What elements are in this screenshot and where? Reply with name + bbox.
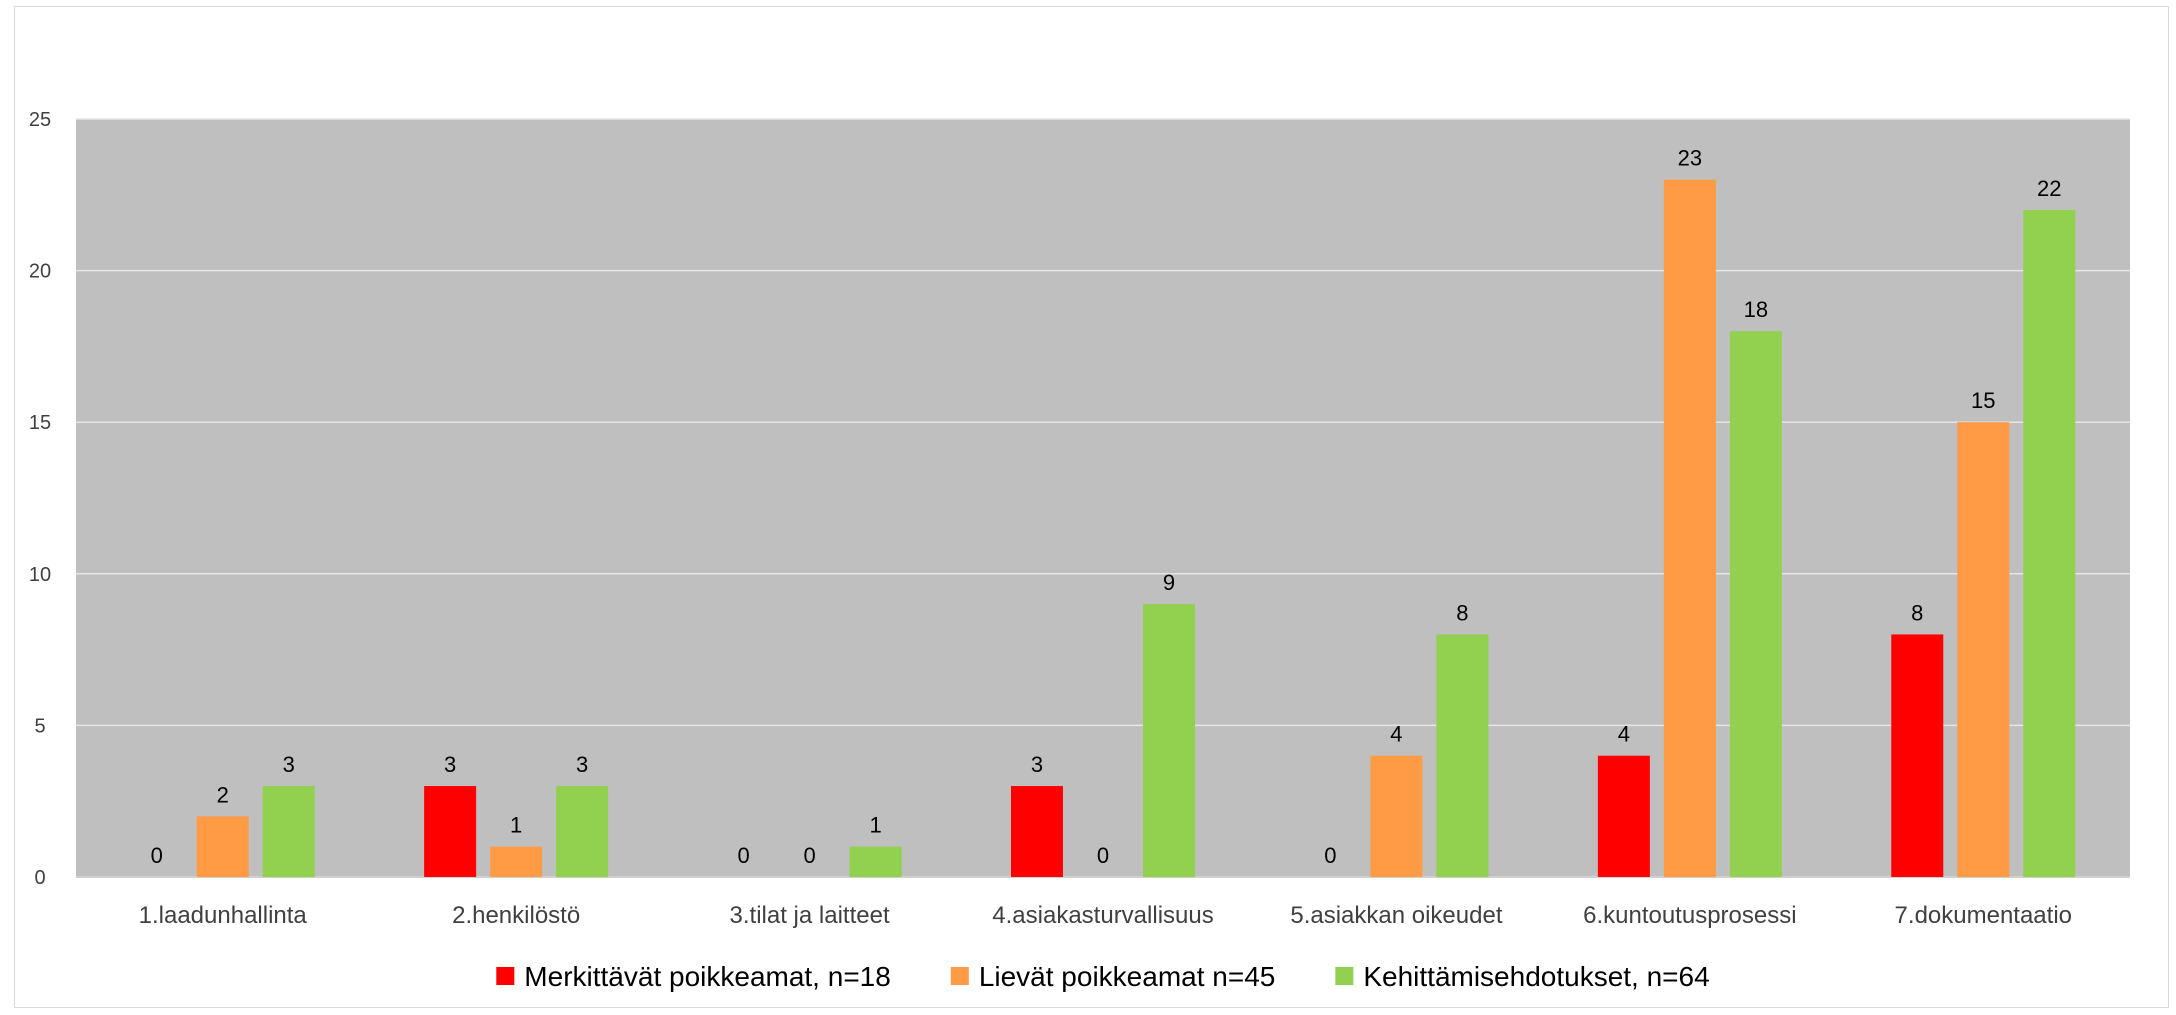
data-label: 8 bbox=[1456, 600, 1468, 625]
x-category-label: 2.henkilöstö bbox=[452, 902, 580, 929]
legend-swatch bbox=[496, 967, 515, 985]
data-label: 0 bbox=[1097, 843, 1109, 868]
data-label: 3 bbox=[283, 752, 295, 777]
data-label: 4 bbox=[1618, 722, 1630, 747]
y-tick-label: 25 bbox=[29, 109, 51, 131]
data-label: 0 bbox=[737, 843, 749, 868]
bar bbox=[424, 786, 477, 877]
legend-label: Kehittämisehdotukset, n=64 bbox=[1363, 961, 1709, 992]
x-category-label: 3.tilat ja laitteet bbox=[730, 902, 890, 929]
y-tick-label: 10 bbox=[29, 564, 51, 586]
data-label: 3 bbox=[1031, 752, 1043, 777]
data-label: 3 bbox=[576, 752, 588, 777]
x-category-label: 5.asiakkan oikeudet bbox=[1290, 902, 1502, 929]
y-tick-label: 5 bbox=[34, 715, 45, 737]
bar bbox=[2023, 209, 2076, 877]
bar bbox=[262, 786, 315, 877]
data-label: 3 bbox=[444, 752, 456, 777]
legend-label: Merkittävät poikkeamat, n=18 bbox=[524, 961, 891, 992]
data-label: 1 bbox=[869, 813, 881, 838]
bar bbox=[1436, 634, 1489, 877]
bar bbox=[849, 846, 902, 877]
data-label: 0 bbox=[803, 843, 815, 868]
bar bbox=[196, 816, 249, 877]
y-tick-label: 0 bbox=[34, 867, 45, 889]
bar bbox=[490, 846, 543, 877]
data-label: 15 bbox=[1971, 388, 1995, 413]
data-label: 0 bbox=[1324, 843, 1336, 868]
x-category-label: 7.dokumentaatio bbox=[1895, 902, 2072, 929]
data-label: 23 bbox=[1678, 146, 1702, 171]
x-category-label: 4.asiakasturvallisuus bbox=[992, 902, 1213, 929]
bar bbox=[1957, 422, 2010, 877]
bar bbox=[1891, 634, 1944, 877]
y-tick-label: 15 bbox=[29, 412, 51, 434]
x-category-label: 6.kuntoutusprosessi bbox=[1583, 902, 1796, 929]
y-tick-label: 20 bbox=[29, 261, 51, 283]
bar bbox=[556, 786, 609, 877]
plot-area bbox=[76, 119, 2130, 877]
bar bbox=[1011, 786, 1063, 877]
bar bbox=[1597, 755, 1650, 877]
data-label: 8 bbox=[1911, 600, 1923, 625]
data-label: 0 bbox=[151, 843, 163, 868]
x-category-label: 1.laadunhallinta bbox=[139, 902, 308, 929]
legend-swatch bbox=[950, 967, 969, 985]
bar bbox=[1143, 604, 1195, 877]
data-label: 2 bbox=[217, 782, 229, 807]
data-label: 22 bbox=[2037, 176, 2061, 201]
data-label: 9 bbox=[1163, 570, 1175, 595]
data-label: 4 bbox=[1390, 722, 1402, 747]
legend-swatch bbox=[1335, 967, 1354, 985]
bar bbox=[1729, 331, 1782, 877]
data-label: 18 bbox=[1744, 297, 1768, 322]
bar bbox=[1663, 179, 1716, 877]
data-label: 1 bbox=[510, 813, 522, 838]
bar bbox=[1370, 755, 1423, 877]
legend-label: Lievät poikkeamat n=45 bbox=[979, 961, 1276, 992]
